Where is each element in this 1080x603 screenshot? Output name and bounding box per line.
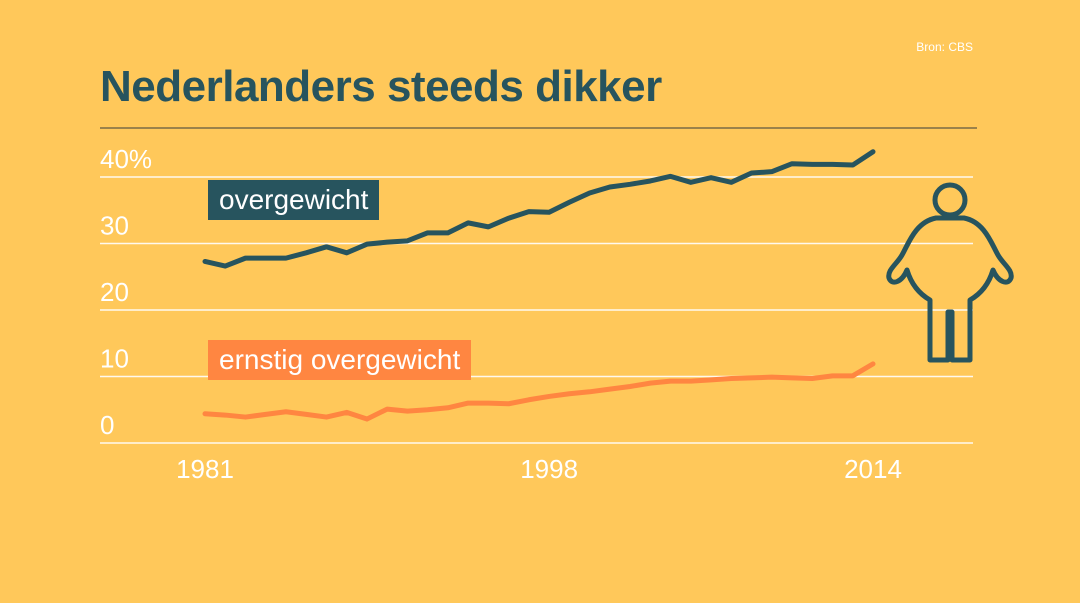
series-line-ernstig-overgewicht xyxy=(202,361,876,422)
series-group xyxy=(202,149,876,422)
series-line-overgewicht xyxy=(202,149,876,269)
x-tick-label: 2014 xyxy=(844,454,902,484)
x-axis: 1981 1998 2014 xyxy=(176,454,902,484)
chart-title: Nederlanders steeds dikker xyxy=(100,62,662,111)
y-tick-label: 0 xyxy=(100,410,114,440)
source-note: Bron: CBS xyxy=(916,40,973,54)
y-tick-label: 20 xyxy=(100,277,129,307)
y-tick-label: 30 xyxy=(100,211,129,241)
x-tick-label: 1981 xyxy=(176,454,234,484)
obese-person-icon xyxy=(886,182,1014,363)
y-axis: 40% 30 20 10 0 xyxy=(100,144,152,440)
series-label-ernstig-overgewicht: ernstig overgewicht xyxy=(208,340,472,380)
y-tick-label: 10 xyxy=(100,344,129,374)
series-label-overgewicht: overgewicht xyxy=(208,180,380,220)
x-tick-label: 1998 xyxy=(520,454,578,484)
y-tick-label: 40% xyxy=(100,144,152,174)
